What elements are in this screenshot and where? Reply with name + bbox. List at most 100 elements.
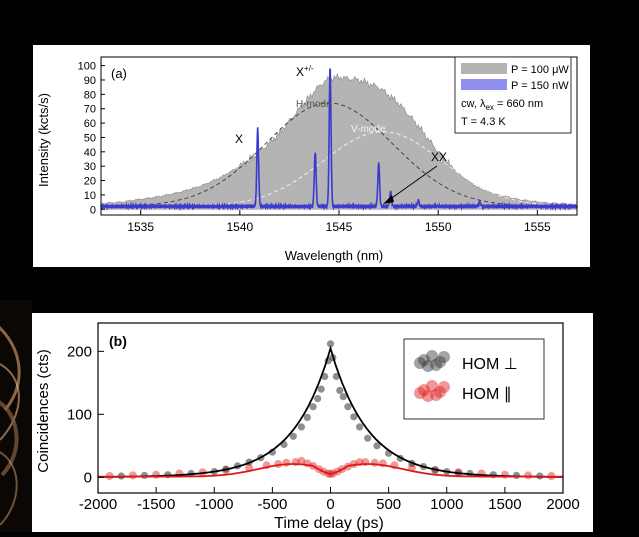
hom-panel: -2000 -1500 -1000 -500 0 500 1000 1500 2000 0 100 2… bbox=[32, 313, 593, 532]
legend-dot-perpendicular bbox=[430, 359, 442, 371]
data-point-perpendicular bbox=[356, 423, 364, 431]
legend-dot-parallel bbox=[414, 387, 426, 399]
x-axis-label-a: Wavelength (nm) bbox=[285, 248, 384, 263]
x-tick-label-b: 500 bbox=[376, 496, 401, 513]
y-tick-label-b: 100 bbox=[67, 406, 92, 423]
data-point-perpendicular bbox=[314, 395, 322, 403]
legend-label-parallel: HOM ∥ bbox=[462, 386, 512, 403]
legend-dot-parallel bbox=[418, 384, 430, 396]
data-point-perpendicular bbox=[297, 423, 305, 431]
data-point-perpendicular bbox=[336, 386, 344, 394]
fit-perpendicular bbox=[98, 345, 563, 478]
legend-dot-parallel bbox=[426, 380, 438, 392]
y-tick-label-a: 100 bbox=[78, 61, 96, 73]
data-point-parallel bbox=[524, 471, 533, 480]
legend-dot-parallel bbox=[422, 390, 434, 402]
legend-label-perpendicular: HOM ⊥ bbox=[462, 356, 518, 373]
x-tick-label-b: 1500 bbox=[488, 496, 521, 513]
data-point-perpendicular bbox=[373, 442, 381, 450]
v-mode-label: V-mode bbox=[351, 124, 386, 135]
y-tick-label-a: 80 bbox=[84, 89, 96, 101]
legend-dot-parallel bbox=[438, 381, 450, 393]
y-tick-label-a: 0 bbox=[90, 204, 96, 216]
data-point-perpendicular bbox=[309, 403, 317, 411]
data-point-perpendicular bbox=[326, 340, 335, 348]
legend-conditions-subscript: ex bbox=[485, 103, 493, 112]
data-point-perpendicular bbox=[344, 403, 352, 411]
data-point-perpendicular bbox=[317, 385, 325, 393]
legend-conditions-line2: T = 4.3 K bbox=[461, 116, 506, 128]
data-point-perpendicular bbox=[512, 471, 521, 479]
hom-chart: -2000 -1500 -1000 -500 0 500 1000 1500 2000 0 100 2… bbox=[35, 322, 580, 532]
legend-label-high-power: P = 100 μW bbox=[511, 64, 569, 76]
y-tick-label-a: 10 bbox=[84, 190, 96, 202]
x-tick-label-b: -1500 bbox=[137, 496, 175, 513]
x-tick-label-b: 1000 bbox=[430, 496, 463, 513]
x-tick-label-b: -2000 bbox=[79, 496, 117, 513]
legend-label-low-power: P = 150 nW bbox=[511, 80, 569, 92]
h-mode-label: H-mode bbox=[296, 99, 332, 110]
x-tick-label-a: 1550 bbox=[425, 220, 452, 234]
decorative-swirl-strip bbox=[0, 300, 32, 532]
data-point-perpendicular bbox=[268, 448, 276, 456]
y-tick-label-a: 50 bbox=[84, 132, 96, 144]
legend-a: P = 100 μW P = 150 nW cw, λex = 660 nm T… bbox=[454, 56, 572, 134]
legend-conditions-suffix: = 660 nm bbox=[494, 98, 543, 110]
peak-label-x: X bbox=[235, 132, 243, 146]
x-tick-label-a: 1555 bbox=[524, 220, 551, 234]
legend-b: HOM ⊥ HOM ∥ bbox=[403, 338, 545, 420]
legend-dot-perpendicular bbox=[414, 357, 426, 369]
data-point-parallel bbox=[297, 456, 306, 465]
xx-arrow bbox=[383, 165, 438, 204]
x-tick-label-b: -500 bbox=[257, 496, 287, 513]
y-tick-label-a: 90 bbox=[84, 75, 96, 87]
y-tick-label-a: 40 bbox=[84, 147, 96, 159]
legend-swatch-low-power bbox=[461, 79, 507, 90]
legend-dot-perpendicular bbox=[418, 354, 430, 366]
panel-label-b: (b) bbox=[109, 333, 127, 349]
data-point-perpendicular bbox=[350, 413, 358, 421]
y-axis-label-a: Intensity (kcts/s) bbox=[36, 93, 51, 187]
peak-label-xx: XX bbox=[431, 150, 447, 164]
spectrum-panel: 1535 1540 1545 1550 1555 0 10 20 30 40 50 60 70 80 90 1… bbox=[33, 45, 590, 267]
x-tick-label-a: 1540 bbox=[226, 220, 253, 234]
y-tick-label-b: 0 bbox=[84, 469, 92, 486]
x-tick-label-b: 0 bbox=[326, 496, 334, 513]
legend-conditions-line1: cw, λex = 660 nm bbox=[461, 98, 543, 112]
y-tick-label-a: 30 bbox=[84, 161, 96, 173]
data-point-perpendicular bbox=[289, 432, 297, 440]
fit-parallel bbox=[98, 463, 563, 478]
peak-label-xpm-sup: +/- bbox=[304, 64, 314, 73]
data-point-perpendicular bbox=[303, 413, 311, 421]
data-point-perpendicular bbox=[140, 471, 149, 479]
data-point-parallel bbox=[128, 471, 137, 480]
data-point-perpendicular bbox=[364, 434, 372, 442]
x-axis-label-b: Time delay (ps) bbox=[274, 515, 384, 532]
legend-dot-perpendicular bbox=[434, 356, 446, 368]
spectrum-chart: 1535 1540 1545 1550 1555 0 10 20 30 40 50 60 70 80 90 1… bbox=[36, 56, 578, 263]
x-tick-label-a: 1545 bbox=[326, 220, 353, 234]
y-tick-label-a: 20 bbox=[84, 176, 96, 188]
peak-label-xpm-base: X bbox=[296, 65, 304, 79]
y-tick-label-a: 60 bbox=[84, 118, 96, 130]
peak-label-xpm: X+/- bbox=[296, 64, 314, 79]
data-point-parallel bbox=[282, 458, 291, 467]
legend-symbol-parallel bbox=[414, 380, 450, 402]
legend-dot-perpendicular bbox=[426, 350, 438, 362]
panel-label-a: (a) bbox=[111, 66, 127, 81]
x-tick-label-a: 1535 bbox=[127, 220, 154, 234]
y-axis-label-b: Coincidences (cts) bbox=[35, 349, 52, 472]
data-point-parallel bbox=[370, 458, 379, 467]
x-tick-label-b: 2000 bbox=[546, 496, 579, 513]
series-low-power bbox=[100, 68, 578, 212]
legend-dot-parallel bbox=[434, 386, 446, 398]
x-tick-label-b: -1000 bbox=[195, 496, 233, 513]
legend-dot-perpendicular bbox=[438, 351, 450, 363]
legend-dot-perpendicular bbox=[422, 360, 434, 372]
y-tick-label-b: 200 bbox=[67, 343, 92, 360]
legend-symbol-perpendicular bbox=[414, 350, 450, 372]
h-mode-curve bbox=[101, 102, 577, 207]
legend-conditions-prefix: cw, λ bbox=[461, 98, 486, 110]
data-point-perpendicular bbox=[339, 393, 347, 401]
legend-swatch-high-power bbox=[461, 63, 507, 74]
